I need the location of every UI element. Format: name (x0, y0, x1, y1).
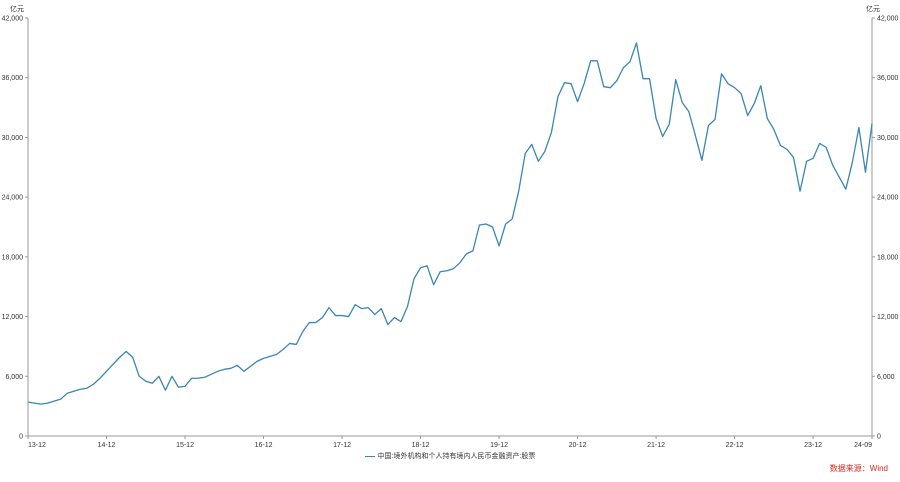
x-tick-label: 13-12 (28, 442, 46, 449)
y-tick-label-right: 30,000 (877, 135, 899, 142)
data-source-note: 数据来源：Wind (829, 464, 888, 473)
y-tick-label-left: 30,000 (2, 135, 24, 142)
x-tick-label: 20-12 (569, 442, 587, 449)
legend-label: 中国:境外机构和个人持有境内人民币金融资产:股票 (377, 453, 536, 460)
y-tick-label-left: 42,000 (2, 16, 24, 23)
x-tick-label: 14-12 (98, 442, 116, 449)
x-tick-label: 19-12 (490, 442, 508, 449)
y-tick-label-left: 36,000 (2, 75, 24, 82)
x-tick-label: 15-12 (176, 442, 194, 449)
x-tick-label: 17-12 (333, 442, 351, 449)
y-unit-right: 亿元 (866, 4, 880, 13)
y-tick-label-left: 6,000 (5, 374, 23, 381)
chart-legend: 中国:境外机构和个人持有境内人民币金融资产:股票 (0, 451, 900, 461)
y-tick-label-left: 18,000 (2, 254, 24, 261)
y-tick-label-right: 18,000 (877, 254, 899, 261)
y-unit-left: 亿元 (10, 4, 24, 13)
y-tick-label-left: 12,000 (2, 314, 24, 321)
x-tick-label: 22-12 (726, 442, 744, 449)
y-tick-label-right: 42,000 (877, 16, 899, 23)
legend-swatch-line (364, 455, 375, 457)
y-tick-label-right: 6,000 (877, 374, 895, 381)
x-tick-label: 24-09 (854, 442, 872, 449)
x-tick-label: 21-12 (647, 442, 665, 449)
x-tick-label: 18-12 (412, 442, 430, 449)
x-tick-label: 23-12 (804, 442, 822, 449)
y-tick-label-right: 24,000 (877, 195, 899, 202)
y-tick-label-right: 36,000 (877, 75, 899, 82)
y-tick-label-left: 24,000 (2, 195, 24, 202)
series-line-0 (27, 42, 873, 405)
y-tick-label-right: 0 (877, 434, 881, 441)
y-tick-label-left: 0 (19, 434, 23, 441)
y-tick-label-right: 12,000 (877, 314, 899, 321)
x-tick-label: 16-12 (255, 442, 273, 449)
